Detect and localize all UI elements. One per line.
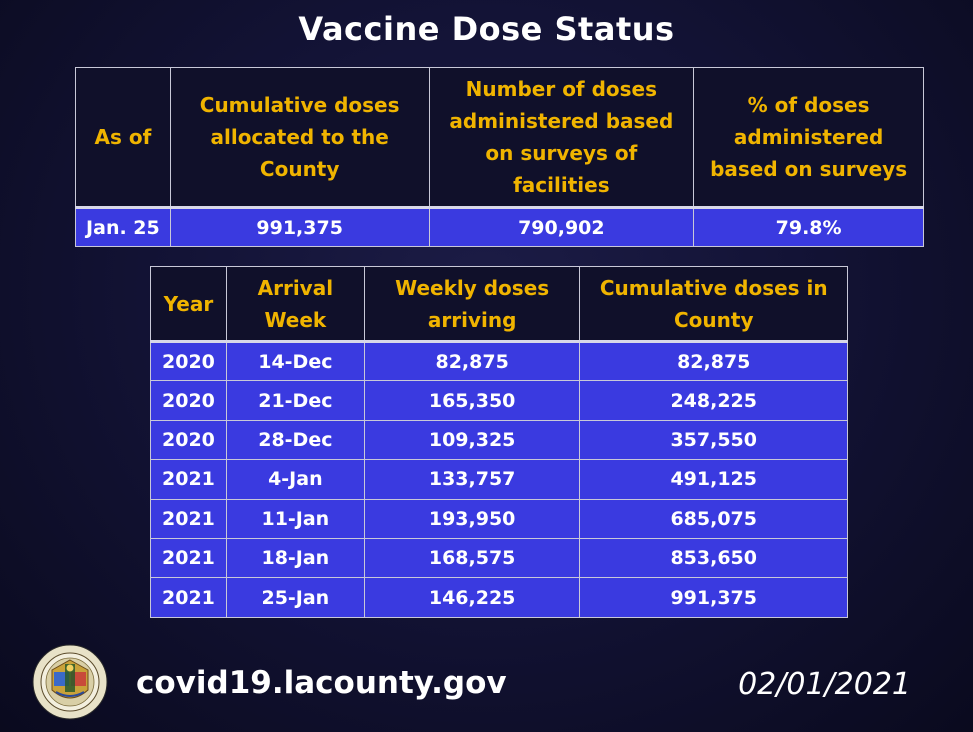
cell-arrival-week: 4-Jan: [225, 459, 365, 500]
cell-year: 2021: [150, 537, 227, 579]
cell-arrival-week: 28-Dec: [225, 419, 365, 461]
cell-cumulative: 357,550: [579, 419, 848, 461]
table-row: 2020 21-Dec 165,350 248,225: [150, 380, 848, 421]
cell-arrival-week: 21-Dec: [225, 380, 365, 421]
summary-row: Jan. 25 991,375 790,902 79.8%: [75, 206, 924, 247]
cell-cumulative-allocated: 991,375: [169, 206, 430, 247]
cell-cumulative: 991,375: [579, 577, 848, 618]
cell-weekly-doses: 109,325: [363, 419, 581, 461]
table-row: 2021 11-Jan 193,950 685,075: [150, 498, 848, 539]
website-url[interactable]: covid19.lacounty.gov: [136, 665, 507, 701]
cell-year: 2020: [150, 380, 227, 421]
summary-header-row: As of Cumulative doses allocated to the …: [75, 67, 924, 208]
cell-as-of: Jan. 25: [75, 206, 171, 247]
cell-weekly-doses: 146,225: [363, 577, 581, 618]
cell-arrival-week: 11-Jan: [225, 498, 365, 539]
report-date: 02/01/2021: [738, 667, 911, 702]
cell-weekly-doses: 133,757: [363, 459, 581, 500]
page-title: Vaccine Dose Status: [298, 10, 675, 48]
cell-percent-administered: 79.8%: [693, 206, 924, 247]
cell-cumulative: 491,125: [579, 459, 848, 500]
cell-year: 2021: [150, 577, 227, 618]
header-percent-administered: % of doses administered based on surveys: [693, 67, 924, 208]
header-cumulative-allocated: Cumulative doses allocated to the County: [169, 67, 430, 208]
header-year: Year: [150, 266, 227, 342]
cell-weekly-doses: 193,950: [363, 498, 581, 539]
cell-weekly-doses: 165,350: [363, 380, 581, 421]
cell-doses-administered: 790,902: [428, 206, 695, 247]
header-doses-administered: Number of doses administered based on su…: [428, 67, 695, 208]
cell-year: 2020: [150, 339, 227, 382]
cell-cumulative: 82,875: [579, 339, 848, 382]
header-as-of: As of: [75, 67, 171, 208]
weekly-header-row: Year Arrival Week Weekly doses arriving …: [150, 266, 848, 342]
cell-cumulative: 853,650: [579, 537, 848, 579]
cell-cumulative: 248,225: [579, 380, 848, 421]
table-row: 2021 4-Jan 133,757 491,125: [150, 459, 848, 500]
county-seal-icon: [32, 644, 108, 720]
cell-year: 2021: [150, 498, 227, 539]
table-row: 2021 18-Jan 168,575 853,650: [150, 537, 848, 579]
table-row: 2020 14-Dec 82,875 82,875: [150, 339, 848, 382]
cell-arrival-week: 25-Jan: [225, 577, 365, 618]
cell-year: 2020: [150, 419, 227, 461]
cell-arrival-week: 14-Dec: [225, 339, 365, 382]
summary-table: As of Cumulative doses allocated to the …: [75, 67, 924, 247]
table-row: 2021 25-Jan 146,225 991,375: [150, 577, 848, 618]
cell-weekly-doses: 82,875: [363, 339, 581, 382]
cell-cumulative: 685,075: [579, 498, 848, 539]
header-arrival-week: Arrival Week: [225, 266, 365, 342]
weekly-doses-table: Year Arrival Week Weekly doses arriving …: [150, 266, 848, 618]
cell-year: 2021: [150, 459, 227, 500]
header-cumulative-county: Cumulative doses in County: [579, 266, 848, 342]
header-weekly-doses: Weekly doses arriving: [363, 266, 581, 342]
cell-weekly-doses: 168,575: [363, 537, 581, 579]
table-row: 2020 28-Dec 109,325 357,550: [150, 419, 848, 461]
cell-arrival-week: 18-Jan: [225, 537, 365, 579]
